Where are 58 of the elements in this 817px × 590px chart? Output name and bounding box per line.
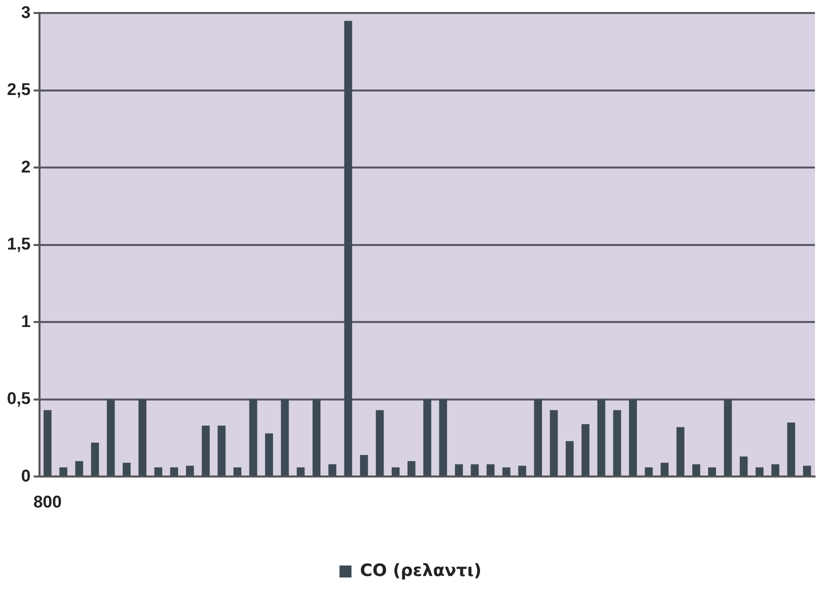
bar	[708, 467, 716, 476]
bar	[756, 467, 764, 476]
y-tick-label: 2	[21, 157, 31, 176]
bar	[122, 462, 131, 476]
bar	[312, 399, 320, 476]
bar	[392, 467, 400, 476]
bar	[376, 410, 384, 476]
bar	[280, 399, 289, 476]
bar	[202, 426, 210, 476]
bar	[550, 410, 558, 476]
bar	[629, 399, 637, 476]
bar	[803, 466, 811, 476]
x-tick-label: 800	[33, 492, 62, 512]
bar	[454, 464, 463, 476]
y-tick-label: 0,5	[6, 389, 31, 408]
bar	[328, 464, 336, 476]
bar	[566, 441, 574, 476]
bar	[344, 20, 352, 476]
bar	[249, 399, 258, 476]
bar	[724, 399, 732, 476]
bar	[502, 467, 510, 476]
bar	[518, 466, 526, 476]
bar	[407, 461, 416, 476]
bar	[470, 464, 479, 476]
bar	[265, 433, 274, 476]
bar	[360, 454, 368, 476]
y-tick-label: 3	[21, 2, 31, 22]
bar	[597, 399, 606, 476]
bar	[218, 426, 226, 476]
bar	[423, 399, 432, 476]
bar	[771, 464, 780, 476]
bar	[75, 461, 84, 476]
bar	[59, 467, 68, 476]
bar	[613, 410, 622, 476]
bar	[692, 464, 700, 476]
bar	[44, 410, 52, 476]
legend-label: CO (ρελαντι)	[360, 560, 482, 581]
bar	[582, 424, 590, 476]
y-tick-label: 2,5	[6, 80, 31, 100]
bar	[233, 467, 242, 476]
bar	[170, 467, 178, 476]
bar	[138, 399, 146, 476]
bar	[296, 467, 305, 476]
bar	[740, 456, 748, 476]
bar	[106, 399, 115, 476]
bar	[91, 442, 99, 476]
y-tick-label: 1	[21, 312, 31, 331]
bar	[534, 399, 542, 476]
bar	[486, 464, 495, 476]
bar	[660, 462, 669, 476]
y-tick-label: 0	[21, 466, 31, 486]
bar	[787, 422, 796, 476]
bar	[154, 467, 162, 476]
y-tick-label: 1,5	[6, 234, 31, 254]
bar	[439, 399, 448, 476]
bar	[676, 427, 684, 476]
bar	[186, 466, 194, 476]
bar	[644, 467, 653, 476]
